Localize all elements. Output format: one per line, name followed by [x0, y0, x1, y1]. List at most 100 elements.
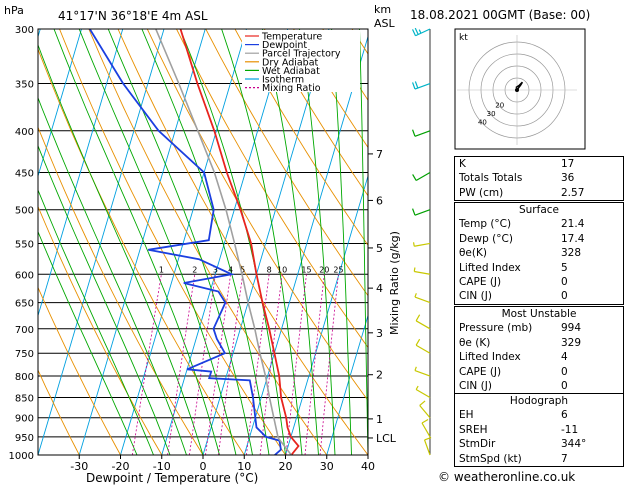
most-unstable-value: 329 [561, 336, 582, 349]
mixing-ratio-line [131, 274, 162, 455]
dry-adiabat-line [117, 29, 368, 455]
km-tick-label: 5 [376, 242, 383, 255]
wind-barb-flag [415, 314, 421, 322]
pressure-tick-label: 850 [15, 393, 34, 404]
wet-adiabat-line [359, 29, 368, 455]
mixing-ratio-axis-label: Mixing Ratio (g/kg) [388, 231, 401, 335]
wind-barb [415, 28, 431, 37]
temperature-profile [179, 29, 300, 455]
temperature-tick-label: -10 [153, 460, 171, 473]
wind-barb-flag [414, 366, 417, 371]
mixing-ratio-line [167, 274, 196, 455]
hodograph-value: 344° [561, 438, 587, 451]
pressure-tick-label: 700 [15, 325, 34, 336]
table-row: Lifted Index 5 [455, 261, 623, 275]
index-value: 2.57 [561, 186, 585, 199]
surface-label: CAPE (J) [459, 276, 502, 289]
wind-barb-flag [418, 29, 422, 34]
index-label: PW (cm) [459, 186, 504, 199]
hodograph-table: Hodograph EH 6 SREH -11 StmDir 344° StmSpd (kt… [454, 393, 624, 468]
mixing-ratio-line [218, 274, 244, 455]
indices-table: K 17 Totals Totals 36 PW (cm) 2.57 [454, 156, 624, 202]
profile-lines: 1 2 3 4 5 8 10 15 20 25 [89, 29, 344, 455]
wind-barb-flag [411, 29, 417, 37]
wet-adiabat-line [331, 29, 352, 455]
legend-label: Isotherm [262, 75, 304, 86]
wind-barb-flag [413, 267, 416, 272]
index-value: 36 [561, 172, 575, 185]
wind-barb-flag [421, 418, 429, 424]
table-row: PW (cm) 2.57 [455, 186, 623, 200]
surface-value: 21.4 [561, 218, 585, 231]
isotherm-line [243, 35, 368, 455]
wind-barb-flag [412, 242, 415, 247]
index-value: 17 [561, 158, 575, 170]
hodograph-label: StmDir [459, 438, 496, 451]
wind-barb [414, 82, 431, 90]
mixing-ratio-label: 20 [319, 265, 329, 274]
mixing-ratio-line [304, 274, 325, 455]
wind-barb [414, 296, 431, 304]
isotherm-line [38, 29, 165, 455]
hodograph-ring-label: 40 [478, 119, 487, 127]
wet-adiabat-line [221, 29, 303, 455]
hodograph-frame [454, 28, 586, 150]
dry-adiabat-line [176, 29, 368, 349]
wind-barb-flag [424, 437, 432, 441]
surface-label: Dewp (°C) [459, 232, 513, 245]
mixing-ratio-label: 25 [333, 265, 343, 274]
table-row: EH 6 [455, 408, 623, 422]
mixing-ratio-line [259, 274, 283, 455]
pressure-tick-label: 500 [15, 206, 34, 217]
wind-barb [414, 242, 431, 247]
wind-barb-flag [415, 338, 421, 346]
wind-barb-flag [419, 400, 426, 406]
isotherm-line [120, 29, 247, 455]
mixing-ratio-line [205, 274, 231, 455]
table-row: Dewp (°C) 17.4 [455, 232, 623, 246]
hodograph-kt-label: kt [459, 33, 468, 43]
wind-barb-flag [415, 385, 419, 390]
wet-adiabat-line [38, 144, 171, 455]
dry-adiabat-line [38, 369, 80, 455]
surface-value: 5 [561, 261, 568, 274]
temperature-tick-label: 10 [237, 460, 251, 473]
wet-adiabat-line [38, 188, 154, 455]
isotherm-line [161, 29, 289, 455]
mixing-ratio-label: 10 [277, 265, 287, 274]
legend-background [242, 30, 360, 92]
table-row: Lifted Index 4 [455, 350, 623, 364]
mixing-ratio-label: 2 [192, 265, 197, 274]
wind-barb [415, 344, 431, 354]
wind-barb [414, 270, 431, 275]
hodograph-value: -11 [561, 423, 579, 436]
mixing-ratio-label: 4 [228, 265, 233, 274]
most-unstable-label: θe (K) [459, 336, 491, 349]
km-tick-label: 1 [376, 413, 383, 426]
km-label: km [374, 3, 391, 16]
surface-label: Lifted Index [459, 261, 521, 274]
temperature-tick-label: -20 [112, 460, 130, 473]
wind-barb [415, 388, 431, 399]
temperature-tick-label: 40 [361, 460, 375, 473]
hodograph-ring-label: 20 [495, 101, 504, 109]
pressure-tick-label: 950 [15, 433, 34, 444]
mixing-ratio-label: 1 [159, 265, 164, 274]
legend-label: Wet Adiabat [262, 66, 320, 77]
wet-adiabat-line [78, 29, 237, 455]
surface-label: CIN (J) [459, 290, 492, 303]
table-row: θe (K) 329 [455, 336, 623, 350]
wind-barb [415, 320, 431, 330]
index-label: K [459, 158, 466, 170]
table-row: CAPE (J) 0 [455, 275, 623, 289]
wind-barb-flag [412, 208, 416, 216]
km-tick-label: 6 [376, 194, 383, 207]
surface-label: Temp (°C) [459, 218, 512, 231]
dry-adiabat-line [146, 29, 368, 402]
surface-value: 17.4 [561, 232, 585, 245]
dry-adiabat-line [38, 47, 245, 455]
wet-adiabat-line [107, 29, 253, 455]
surface-value: 328 [561, 247, 582, 260]
